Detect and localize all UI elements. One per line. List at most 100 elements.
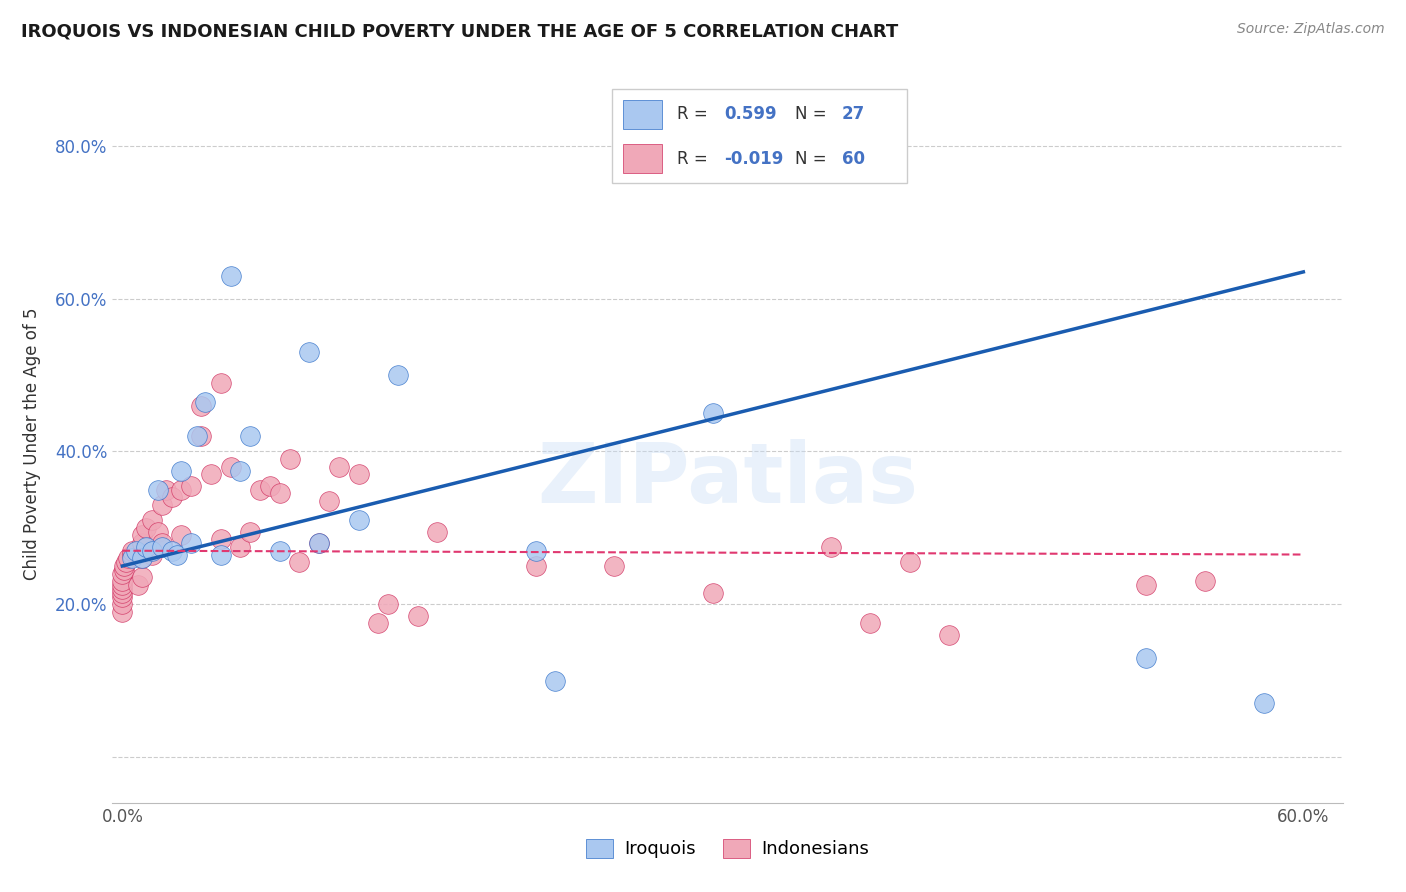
Legend: Iroquois, Indonesians: Iroquois, Indonesians xyxy=(579,831,876,865)
Point xyxy=(131,570,153,584)
Point xyxy=(209,548,232,562)
Point xyxy=(111,582,134,596)
Point xyxy=(1194,574,1216,589)
Point xyxy=(544,673,567,688)
Point xyxy=(239,429,262,443)
Point xyxy=(377,597,399,611)
Point xyxy=(121,548,143,562)
Point xyxy=(426,524,449,539)
Point xyxy=(117,551,139,566)
FancyBboxPatch shape xyxy=(612,89,907,183)
Point xyxy=(150,540,173,554)
Point xyxy=(150,536,173,550)
Point xyxy=(702,406,724,420)
Point xyxy=(111,574,134,589)
Point xyxy=(288,555,311,569)
Point xyxy=(111,578,134,592)
Point xyxy=(146,483,169,497)
Point xyxy=(328,459,350,474)
Point xyxy=(859,616,882,631)
Y-axis label: Child Poverty Under the Age of 5: Child Poverty Under the Age of 5 xyxy=(24,308,41,580)
Bar xyxy=(623,100,662,129)
Point xyxy=(166,548,188,562)
Point xyxy=(938,628,960,642)
Point xyxy=(160,543,183,558)
Text: N =: N = xyxy=(794,105,831,123)
Point xyxy=(209,533,232,547)
Point xyxy=(112,559,135,574)
Point xyxy=(1135,578,1157,592)
Bar xyxy=(623,144,662,173)
Point xyxy=(406,608,429,623)
Point xyxy=(125,543,148,558)
Point xyxy=(131,528,153,542)
Point xyxy=(131,551,153,566)
Point xyxy=(318,494,340,508)
Point xyxy=(141,543,163,558)
Point xyxy=(249,483,271,497)
Point xyxy=(111,597,134,611)
Point xyxy=(180,536,202,550)
Point xyxy=(127,578,149,592)
Point xyxy=(190,429,212,443)
Point xyxy=(259,479,281,493)
Point xyxy=(219,268,242,283)
Point xyxy=(180,479,202,493)
Point xyxy=(111,590,134,604)
Point xyxy=(131,551,153,566)
Text: R =: R = xyxy=(676,150,713,168)
Point xyxy=(367,616,389,631)
Point xyxy=(387,368,409,382)
Text: 0.599: 0.599 xyxy=(724,105,776,123)
Point xyxy=(347,513,370,527)
Point xyxy=(209,376,232,390)
Point xyxy=(135,540,157,554)
Point xyxy=(219,459,242,474)
Point xyxy=(194,394,217,409)
Point xyxy=(603,559,626,574)
Point xyxy=(229,540,252,554)
Point xyxy=(186,429,208,443)
Text: 60: 60 xyxy=(842,150,865,168)
Point xyxy=(1135,650,1157,665)
Text: IROQUOIS VS INDONESIAN CHILD POVERTY UNDER THE AGE OF 5 CORRELATION CHART: IROQUOIS VS INDONESIAN CHILD POVERTY UND… xyxy=(21,22,898,40)
Point xyxy=(121,551,143,566)
Point xyxy=(160,490,183,504)
Point xyxy=(229,463,252,477)
Point xyxy=(121,543,143,558)
Text: ZIPatlas: ZIPatlas xyxy=(537,439,918,520)
Text: 27: 27 xyxy=(842,105,865,123)
Text: R =: R = xyxy=(676,105,713,123)
Text: Source: ZipAtlas.com: Source: ZipAtlas.com xyxy=(1237,22,1385,37)
Point xyxy=(239,524,262,539)
Point xyxy=(170,463,193,477)
Point xyxy=(170,483,193,497)
Text: -0.019: -0.019 xyxy=(724,150,783,168)
Point xyxy=(150,498,173,512)
Point xyxy=(278,452,301,467)
Point xyxy=(111,566,134,581)
Point xyxy=(1253,697,1275,711)
Point xyxy=(146,524,169,539)
Point xyxy=(141,513,163,527)
Point xyxy=(820,540,842,554)
Point xyxy=(155,483,177,497)
Point xyxy=(112,563,135,577)
Point xyxy=(298,345,321,359)
Point xyxy=(308,536,330,550)
Point xyxy=(702,585,724,599)
Point xyxy=(115,555,138,569)
Point xyxy=(141,548,163,562)
Point xyxy=(269,543,291,558)
Point xyxy=(135,521,157,535)
Point xyxy=(111,585,134,599)
Point xyxy=(898,555,921,569)
Point xyxy=(269,486,291,500)
Point xyxy=(200,467,222,482)
Point xyxy=(111,605,134,619)
Point xyxy=(347,467,370,482)
Point xyxy=(170,528,193,542)
Point xyxy=(524,559,547,574)
Point xyxy=(524,543,547,558)
Point xyxy=(131,536,153,550)
